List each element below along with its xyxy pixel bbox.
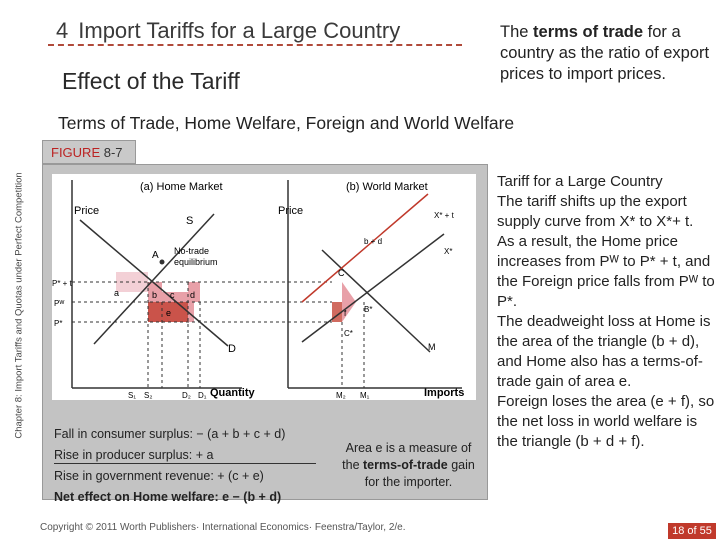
label-p1: P* + t — [52, 279, 73, 288]
area-note-bold: terms-of-trade — [363, 458, 448, 472]
terms-pre: The — [500, 23, 534, 41]
figure-graph: (a) Home Market Price Quantity S D A No-… — [52, 174, 476, 400]
label-m2: M₂ — [336, 391, 346, 400]
panel-a-title: (a) Home Market — [140, 181, 223, 193]
copyright-footer: Copyright © 2011 Worth Publishers· Inter… — [40, 522, 406, 533]
slide-title-text: Import Tariffs for a Large Country — [78, 18, 401, 43]
label-d1: D₁ — [198, 391, 207, 400]
label-bstar: B* — [364, 305, 372, 314]
slide-subtitle: Effect of the Tariff — [62, 68, 240, 94]
label-pw: Pᵂ — [54, 299, 64, 308]
summary-line-government: Rise in government revenue: + (c + e) — [54, 469, 264, 483]
label-area-b: b — [152, 290, 157, 300]
label-s2: S₂ — [144, 391, 152, 400]
label-cstar: C* — [344, 329, 353, 338]
summary-rule — [54, 463, 316, 464]
price-label-a: Price — [74, 205, 99, 217]
area-e-note: Area e is a measure of the terms-of-trad… — [336, 440, 481, 491]
label-xstar: X* — [444, 247, 452, 256]
figure-tab-prefix: FIGURE — [51, 145, 101, 160]
summary-line-net: Net effect on Home welfare: e − (b + d) — [54, 490, 282, 504]
explanation-p3: The deadweight loss at Home is the area … — [497, 313, 711, 390]
section-heading: Terms of Trade, Home Welfare, Foreign an… — [58, 113, 515, 133]
explanation-heading: Tariff for a Large Country — [497, 173, 663, 190]
chapter-side-label: Chapter 8: Import Tariffs and Quotas und… — [13, 172, 25, 439]
summary-line-consumer: Fall in consumer surplus: − (a + b + c +… — [54, 427, 286, 441]
label-a-point: A — [152, 250, 159, 261]
summary-line-producer: Rise in producer surplus: + a — [54, 448, 214, 462]
figure-svg: (a) Home Market Price Quantity S D A No-… — [52, 180, 464, 400]
title-divider — [48, 44, 462, 46]
label-area-f: f — [344, 309, 347, 318]
figure-tab-number: 8-7 — [103, 145, 123, 160]
no-trade-label: No-trade — [174, 246, 209, 256]
terms-of-trade-definition: The terms of trade for a country as the … — [500, 22, 715, 85]
label-area-c: c — [170, 290, 175, 300]
welfare-summary: Fall in consumer surplus: − (a + b + c +… — [54, 424, 319, 508]
label-m1: M₁ — [360, 391, 370, 400]
point-a — [159, 259, 165, 265]
quantity-label: Quantity — [210, 387, 255, 399]
explanation-text: Tariff for a Large Country The tariff sh… — [497, 172, 717, 452]
area-e — [148, 302, 188, 322]
label-p2: P* — [54, 319, 62, 328]
price-label-b: Price — [278, 205, 303, 217]
label-m: M — [428, 342, 436, 352]
explanation-p4: Foreign loses the area (e + f), so the n… — [497, 393, 715, 450]
import-demand-curve — [321, 249, 431, 353]
label-xstar-t: X* + t — [434, 211, 455, 220]
explanation-p1: The tariff shifts up the export supply c… — [497, 193, 694, 230]
terms-bold: terms of trade — [533, 23, 644, 41]
equilibrium-label: equilibrium — [174, 257, 218, 267]
label-s1: S₁ — [128, 391, 136, 400]
export-supply-tariff-curve — [301, 193, 429, 303]
export-supply-curve — [301, 233, 445, 343]
terms-post: for a country as the ratio of export pri… — [500, 23, 710, 83]
label-d2: D₂ — [182, 391, 191, 400]
area-f — [332, 302, 342, 322]
slide-number: 4 — [56, 18, 69, 43]
slide-title: 4 Import Tariffs for a Large Country — [56, 18, 400, 44]
label-area-e: e — [166, 308, 171, 318]
label-bd: b + d — [364, 237, 382, 246]
label-d: D — [228, 343, 236, 355]
imports-label: Imports — [424, 387, 464, 399]
triangle-d — [188, 282, 200, 302]
area-note-pre: Area e is a measure of the — [342, 441, 472, 472]
panel-b-title: (b) World Market — [346, 181, 428, 193]
label-area-d: d — [190, 290, 195, 300]
label-area-a: a — [114, 288, 119, 298]
supply-curve — [93, 213, 215, 345]
label-s: S — [186, 215, 193, 227]
page-number: 18 of 55 — [668, 523, 716, 539]
area-note-post: gain for the importer. — [364, 458, 475, 489]
explanation-p2: As a result, the Home price increases fr… — [497, 233, 715, 310]
figure-tab: FIGURE 8-7 — [42, 140, 136, 164]
label-c-point: C — [338, 268, 345, 278]
triangle-bd — [342, 282, 356, 322]
demand-curve — [79, 219, 229, 347]
